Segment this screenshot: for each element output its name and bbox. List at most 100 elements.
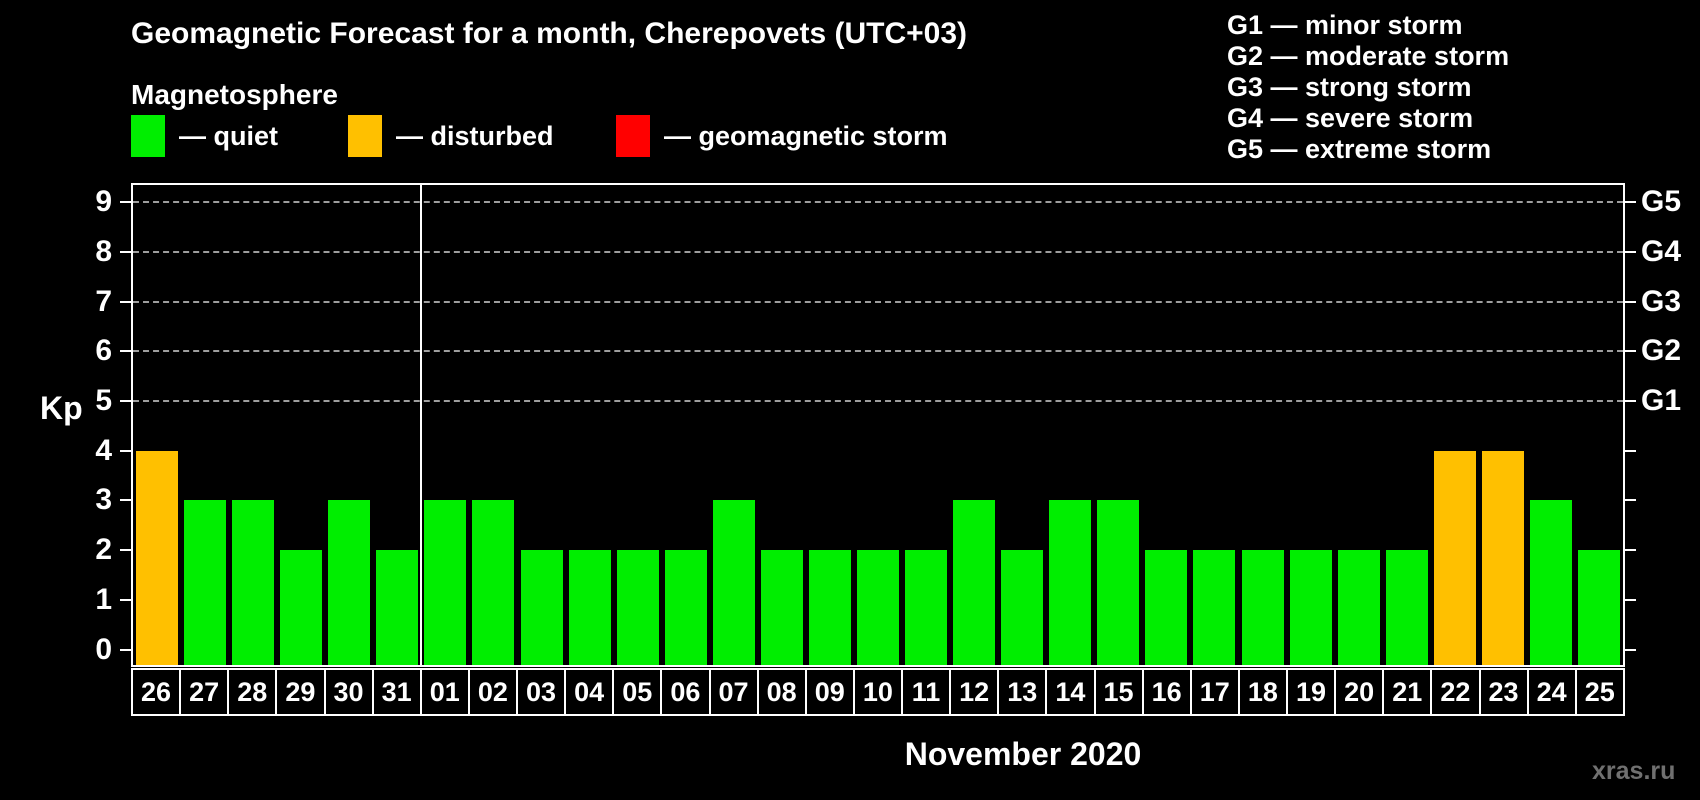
y-tick-label-5: 5 — [95, 384, 112, 417]
y-tick-label-1: 1 — [95, 582, 112, 616]
day-label-30: 30 — [323, 670, 372, 714]
kp-bar-day-09 — [808, 550, 851, 665]
day-label-19: 19 — [1286, 670, 1334, 714]
y-tick-label-2: 2 — [95, 533, 112, 567]
y-tick-label-9: 9 — [95, 185, 112, 219]
gridline-g2 — [133, 350, 1623, 353]
tick-left-6 — [120, 350, 131, 353]
tick-left-0 — [120, 648, 131, 651]
day-label-13: 13 — [997, 670, 1045, 714]
legend-label-disturbed: — disturbed — [396, 120, 554, 151]
day-label-15: 15 — [1093, 670, 1142, 714]
day-label-21: 21 — [1382, 670, 1430, 714]
gridline-g5 — [133, 201, 1623, 204]
tick-right-9 — [1625, 201, 1636, 204]
g-level-label-g3: G3 — [1641, 284, 1682, 318]
kp-bar-day-11 — [905, 550, 948, 665]
day-label-10: 10 — [852, 670, 901, 714]
kp-bar-day-31 — [376, 550, 419, 665]
g-level-label-g2: G2 — [1641, 334, 1682, 368]
tick-left-4 — [120, 449, 131, 452]
kp-bar-day-01 — [424, 500, 467, 665]
kp-bar-day-19 — [1289, 550, 1332, 665]
day-label-18: 18 — [1237, 670, 1286, 714]
kp-bar-day-03 — [520, 550, 563, 665]
day-label-04: 04 — [564, 670, 612, 714]
day-label-22: 22 — [1430, 670, 1478, 714]
gridline-g4 — [133, 250, 1623, 253]
tick-right-5 — [1625, 400, 1636, 402]
chart-title: Geomagnetic Forecast for a month, Cherep… — [131, 17, 968, 50]
day-label-23: 23 — [1478, 670, 1527, 714]
day-label-20: 20 — [1334, 670, 1382, 714]
kp-bar-day-05 — [616, 550, 659, 665]
kp-bar-day-30 — [328, 500, 371, 665]
tick-left-7 — [120, 300, 131, 303]
tick-right-3 — [1625, 499, 1636, 502]
kp-bar-day-28 — [232, 500, 275, 665]
day-label-08: 08 — [756, 670, 805, 714]
gridline-g1 — [133, 400, 1623, 402]
kp-bar-day-10 — [857, 550, 899, 665]
kp-bar-day-13 — [1001, 550, 1044, 665]
kp-bar-day-25 — [1577, 550, 1620, 665]
kp-bar-day-16 — [1145, 550, 1188, 665]
kp-bar-day-08 — [760, 550, 803, 665]
legend-swatch-quiet — [131, 115, 165, 157]
kp-bar-day-06 — [664, 550, 707, 665]
day-label-02: 02 — [467, 670, 516, 714]
g-legend-line-g1: G1 — minor storm — [1227, 10, 1463, 40]
tick-right-2 — [1625, 549, 1636, 552]
y-tick-label-0: 0 — [95, 632, 112, 666]
legend-label-quiet: — quiet — [179, 120, 278, 151]
day-label-29: 29 — [275, 670, 323, 714]
day-label-26: 26 — [141, 676, 172, 707]
legend-item-disturbed: — disturbed — [348, 114, 554, 158]
kp-bar-day-20 — [1337, 550, 1380, 665]
kp-bar-day-18 — [1241, 550, 1284, 665]
kp-bar-day-27 — [184, 500, 227, 665]
y-tick-label-8: 8 — [95, 234, 112, 268]
day-label-27: 27 — [179, 670, 227, 714]
plot-area — [131, 183, 1625, 667]
kp-bar-day-12 — [953, 500, 996, 665]
legend-swatch-storm — [616, 115, 650, 157]
y-tick-label-4: 4 — [95, 433, 112, 467]
day-label-06: 06 — [660, 670, 708, 714]
g-legend-line-g4: G4 — severe storm — [1227, 103, 1474, 133]
g-legend-line-g2: G2 — moderate storm — [1227, 41, 1510, 71]
tick-left-8 — [120, 250, 131, 253]
kp-bar-day-14 — [1049, 500, 1092, 665]
tick-right-1 — [1625, 598, 1636, 601]
kp-bar-day-15 — [1097, 500, 1140, 665]
g-legend-line-g5: G5 — extreme storm — [1227, 134, 1492, 164]
kp-bar-day-21 — [1385, 550, 1428, 665]
legend-item-quiet: — quiet — [131, 114, 278, 158]
day-label-14: 14 — [1045, 670, 1093, 714]
day-label-31: 31 — [371, 670, 420, 714]
day-label-28: 28 — [227, 670, 275, 714]
kp-bar-day-07 — [712, 500, 755, 665]
tick-right-4 — [1625, 449, 1636, 452]
kp-bar-day-26 — [136, 450, 179, 665]
day-label-03: 03 — [516, 670, 564, 714]
day-label-05: 05 — [612, 670, 660, 714]
g-level-label-g5: G5 — [1641, 185, 1682, 219]
tick-left-9 — [120, 201, 131, 204]
day-label-11: 11 — [901, 670, 949, 714]
kp-bar-day-23 — [1481, 450, 1524, 665]
tick-left-5 — [120, 400, 131, 402]
tick-right-8 — [1625, 250, 1636, 253]
day-label-07: 07 — [708, 670, 757, 714]
day-label-09: 09 — [804, 670, 853, 714]
day-label-17: 17 — [1189, 670, 1238, 714]
y-tick-label-6: 6 — [95, 334, 112, 368]
legend-swatch-disturbed — [348, 115, 382, 157]
kp-bar-day-22 — [1433, 450, 1476, 665]
g-legend-line-g3: G3 — strong storm — [1227, 72, 1472, 102]
month-separator-line — [420, 185, 423, 665]
legend-item-storm: — geomagnetic storm — [616, 114, 948, 158]
day-label-12: 12 — [949, 670, 997, 714]
day-label-16: 16 — [1141, 670, 1190, 714]
